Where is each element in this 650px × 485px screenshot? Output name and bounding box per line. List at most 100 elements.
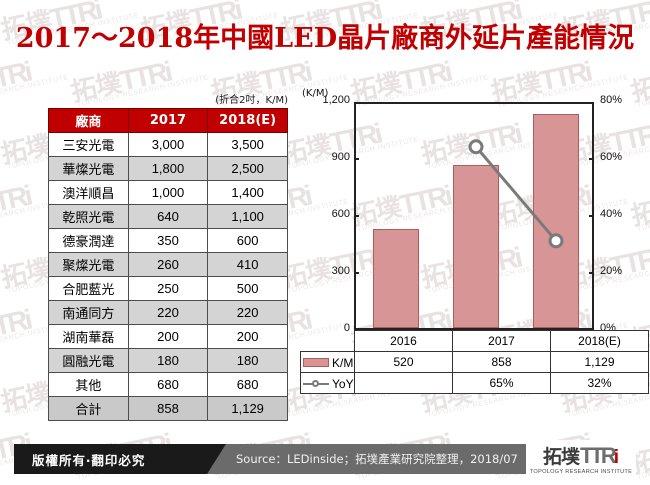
cell-2018e-value: 410 [207, 252, 288, 277]
chart-bar [453, 164, 499, 328]
legend-series-key: YoY [300, 372, 355, 394]
line-marker-icon [303, 379, 329, 388]
chart-tickmark [589, 215, 594, 217]
cell-vendor-name: 乾照光電 [48, 204, 129, 229]
cell-2018e-value: 500 [207, 276, 288, 301]
cell-2018e-value: 600 [207, 228, 288, 253]
watermark-subtitle: TOPOLOGY RESEARCH INSTITUTE [636, 446, 650, 481]
logo-subtitle: TOPOLOGY RESEARCH INSTITUTE [529, 469, 633, 475]
cell-total-label: 合計 [48, 396, 129, 421]
cell-2017-value: 220 [127, 300, 209, 325]
table-row: 華燦光電 1,800 2,500 [48, 156, 288, 181]
chart-tickmark [589, 158, 594, 160]
table-row: 乾照光電 640 1,100 [48, 204, 288, 229]
cell-vendor-name: 華燦光電 [48, 156, 129, 181]
cell-total-2017: 858 [127, 396, 209, 421]
cell-2018e-value: 180 [207, 348, 288, 373]
footer: 版權所有‧翻印必究 Source：LEDinside；拓墣產業研究院整理，201… [14, 440, 636, 480]
cell-2018e-value: 1,400 [207, 180, 288, 205]
chart-plot-area [354, 102, 594, 330]
table-row: 南通同方 220 220 [48, 300, 288, 325]
cell-2017-value: 260 [127, 252, 209, 277]
chart-bar [373, 229, 419, 328]
chart-tickmark [354, 272, 359, 274]
cell-2017-value: 1,800 [127, 156, 209, 181]
col-header-2018e: 2018(E) [207, 108, 288, 133]
legend-value-cell: 65% [452, 372, 551, 394]
chart-y-axis-unit: (K/M) [302, 88, 329, 99]
logo-i-mark: i [613, 447, 620, 468]
cell-vendor-name: 聚燦光電 [48, 252, 129, 277]
legend-value-cell: 32% [550, 372, 649, 394]
table-row: 湖南華磊 200 200 [48, 324, 288, 349]
col-header-vendor: 廠商 [48, 108, 129, 133]
watermark-logo: 拓墣TTRi [0, 303, 33, 345]
cell-2017-value: 1,000 [127, 180, 209, 205]
bar-swatch-icon [303, 357, 329, 367]
table-total-row: 合計 858 1,129 [48, 396, 288, 421]
logo-main: 拓墣 TTR i [543, 445, 620, 468]
table-unit-note: (折合2吋，K/M) [215, 95, 288, 106]
chart-yoy-line [468, 139, 564, 249]
chart-ytick-right: 20% [600, 265, 623, 277]
chart-ytick-left: 900 [331, 151, 350, 163]
legend-series-label: YoY [332, 376, 354, 391]
cell-2018e-value: 1,100 [207, 204, 288, 229]
cell-2018e-value: 200 [207, 324, 288, 349]
cell-vendor-name: 澳洋順昌 [48, 180, 129, 205]
cell-vendor-name: 其他 [48, 372, 129, 397]
table-row: 圓融光電 180 180 [48, 348, 288, 373]
col-header-2017: 2017 [127, 108, 209, 133]
legend-value-cell [354, 372, 453, 394]
legend-category-label: 2016 [354, 330, 453, 352]
legend-series-row: YoY 65% 32% [300, 372, 649, 394]
cell-total-2018e: 1,129 [207, 396, 288, 421]
chart-ytick-left: 1,200 [322, 94, 350, 106]
vendor-capacity-table: 廠商 2017 2018(E) 三安光電 3,000 3,500 華燦光電 1,800 2… [48, 108, 288, 421]
cell-2018e-value: 680 [207, 372, 288, 397]
cell-2017-value: 640 [127, 204, 209, 229]
cell-2017-value: 680 [127, 372, 209, 397]
footer-black-bar [14, 444, 226, 474]
footer-source: Source：LEDinside；拓墣產業研究院整理，2018/07 [236, 452, 518, 466]
legend-category-label: 2017 [452, 330, 551, 352]
page-title: 2017～2018年中國LED晶片廠商外延片產能情況 [15, 23, 635, 54]
legend-value-cell: 520 [354, 351, 453, 373]
cell-vendor-name: 圓融光電 [48, 348, 129, 373]
cell-2018e-value: 220 [207, 300, 288, 325]
chart-ytick-left: 600 [331, 208, 350, 220]
chart-ytick-right: 80% [600, 94, 623, 106]
cell-2018e-value: 3,500 [207, 132, 288, 157]
cell-2017-value: 250 [127, 276, 209, 301]
table-row: 德豪潤達 350 600 [48, 228, 288, 253]
table-row: 三安光電 3,000 3,500 [48, 132, 288, 157]
table-row: 其他 680 680 [48, 372, 288, 397]
table-row: 澳洋順昌 1,000 1,400 [48, 180, 288, 205]
capacity-chart: (K/M) 0 300 600 900 1,200 0% 20% 40% 60% 80% [300, 88, 648, 394]
watermark-logo: 拓墣TTRi [0, 179, 33, 221]
cell-vendor-name: 合肥藍光 [48, 276, 129, 301]
chart-tickmark [354, 158, 359, 160]
cell-2017-value: 350 [127, 228, 209, 253]
chart-tickmark [589, 272, 594, 274]
chart-tickmark [354, 215, 359, 217]
chart-ytick-left: 300 [331, 265, 350, 277]
cell-2017-value: 180 [127, 348, 209, 373]
chart-ytick-right: 60% [600, 151, 623, 163]
cell-2017-value: 200 [127, 324, 209, 349]
cell-2018e-value: 2,500 [207, 156, 288, 181]
legend-category-row: 2016 2017 2018(E) [301, 330, 649, 352]
legend-series-row: K/M 520 858 1,129 [300, 351, 649, 373]
cell-vendor-name: 德豪潤達 [48, 228, 129, 253]
footer-copyright: 版權所有‧翻印必究 [32, 453, 146, 468]
table-header-row: 廠商 2017 2018(E) [48, 108, 288, 133]
table-row: 聚燦光電 260 410 [48, 252, 288, 277]
cell-vendor-name: 湖南華磊 [48, 324, 129, 349]
chart-legend-table: 2016 2017 2018(E) K/M 520 858 1,129 YoY 65% 32% [300, 330, 649, 394]
chart-ytick-left: 0 [343, 322, 350, 334]
tri-logo: 拓墣 TTR i TOPOLOGY RESEARCH INSTITUTE [526, 440, 636, 480]
cell-2017-value: 3,000 [127, 132, 209, 157]
cell-vendor-name: 南通同方 [48, 300, 129, 325]
legend-value-cell: 858 [452, 351, 551, 373]
